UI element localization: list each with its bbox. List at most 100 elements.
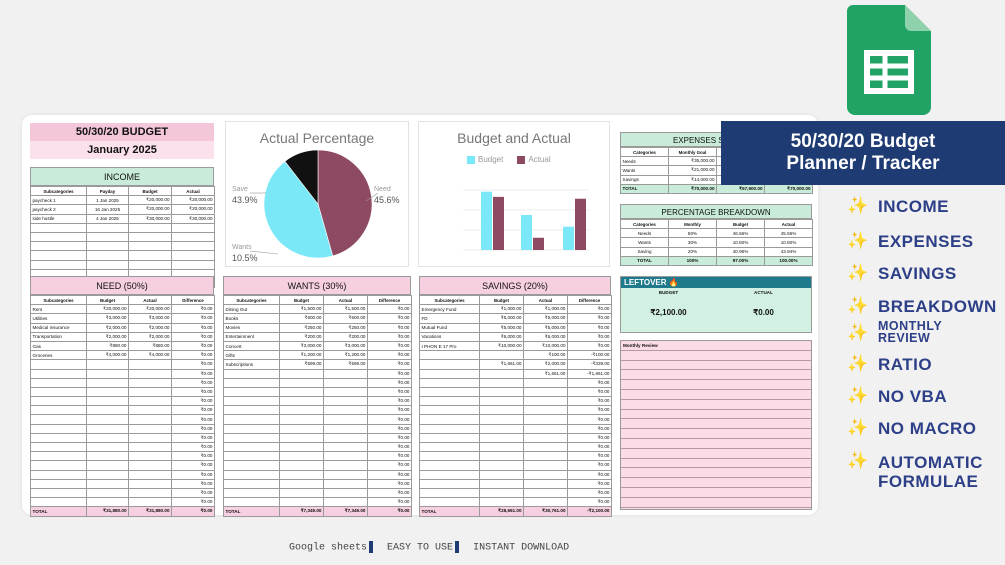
table-cell[interactable]: paycheck 2	[30, 204, 87, 215]
table-cell[interactable]	[30, 231, 87, 243]
table-cell[interactable]	[279, 451, 324, 462]
table-cell[interactable]: ₹0.00	[567, 497, 612, 508]
table-cell[interactable]	[128, 241, 172, 252]
table-cell[interactable]: ₹0.00	[567, 313, 612, 324]
table-cell[interactable]	[128, 432, 172, 444]
table-cell[interactable]	[479, 487, 524, 499]
table-cell[interactable]: ₹0.00	[171, 304, 215, 315]
table-cell[interactable]: ₹0.00	[367, 405, 412, 416]
table-cell[interactable]: 40.96%	[716, 246, 765, 257]
table-cell[interactable]	[323, 469, 368, 480]
table-cell[interactable]: ₹0.00	[567, 423, 612, 434]
table-cell[interactable]: ₹6,000.00	[523, 331, 568, 342]
table-cell[interactable]: ₹0.00	[171, 441, 215, 453]
table-cell[interactable]: ₹0.00	[367, 377, 412, 388]
table-cell[interactable]: 100%	[668, 255, 717, 266]
table-cell[interactable]: FD	[419, 313, 480, 324]
table-cell[interactable]	[30, 497, 87, 508]
table-cell[interactable]	[523, 469, 568, 480]
table-cell[interactable]: ₹0.00	[567, 322, 612, 333]
table-cell[interactable]: ₹35,000.00	[668, 156, 717, 167]
table-cell[interactable]: 4 Jan 2025	[86, 213, 129, 224]
table-cell[interactable]: ₹100.00	[523, 350, 568, 361]
table-cell[interactable]	[523, 386, 568, 398]
table-cell[interactable]: ₹5,000.00	[523, 322, 568, 333]
table-cell[interactable]: Books	[223, 313, 280, 324]
table-cell[interactable]	[323, 441, 368, 453]
table-cell[interactable]	[323, 497, 368, 508]
table-cell[interactable]: ₹600.00	[323, 313, 368, 324]
table-cell[interactable]: ₹200.00	[279, 331, 324, 342]
table-cell[interactable]	[419, 460, 480, 471]
table-cell[interactable]	[30, 451, 87, 462]
table-cell[interactable]	[479, 451, 524, 462]
table-cell[interactable]	[279, 478, 324, 489]
review-line[interactable]	[621, 370, 811, 381]
table-cell[interactable]	[279, 423, 324, 434]
table-cell[interactable]	[223, 469, 280, 480]
table-cell[interactable]	[419, 451, 480, 462]
table-cell[interactable]: ₹0.00	[567, 377, 612, 388]
table-cell[interactable]: ₹2,000.00	[523, 359, 568, 370]
table-cell[interactable]	[323, 368, 368, 379]
table-cell[interactable]: Concert	[223, 340, 280, 352]
table-cell[interactable]: ₹0.00	[567, 478, 612, 489]
table-cell[interactable]: ₹0.00	[567, 340, 612, 352]
table-cell[interactable]	[419, 377, 480, 388]
table-cell[interactable]	[419, 469, 480, 480]
table-cell[interactable]: ₹31,880.00	[86, 506, 129, 517]
table-cell[interactable]: ₹5,000.00	[523, 313, 568, 324]
table-cell[interactable]: I PHON E 17 Pro	[419, 340, 480, 352]
table-cell[interactable]: ₹0.00	[367, 359, 412, 370]
table-cell[interactable]: -₹2,100.00	[567, 506, 612, 517]
table-cell[interactable]	[279, 487, 324, 499]
table-cell[interactable]: 20%	[668, 246, 717, 257]
table-cell[interactable]: ₹0.00	[367, 322, 412, 333]
table-cell[interactable]: ₹21,000.00	[668, 165, 717, 176]
table-cell[interactable]	[419, 432, 480, 444]
table-cell[interactable]: ₹0.00	[367, 386, 412, 398]
table-cell[interactable]: ₹1,500.00	[279, 304, 324, 315]
table-cell[interactable]: ₹0.00	[567, 396, 612, 407]
table-cell[interactable]: ₹0.00	[171, 432, 215, 444]
table-cell[interactable]	[128, 405, 172, 416]
table-cell[interactable]: Monthly	[668, 218, 717, 230]
table-cell[interactable]: Vacations	[419, 331, 480, 342]
table-cell[interactable]	[419, 441, 480, 453]
table-cell[interactable]: ₹0.00	[367, 313, 412, 324]
table-cell[interactable]: ₹4,000.00	[86, 350, 129, 361]
table-cell[interactable]: Budget	[479, 294, 524, 306]
table-cell[interactable]	[128, 386, 172, 398]
table-cell[interactable]	[279, 368, 324, 379]
table-cell[interactable]: Monthly Goal	[668, 146, 717, 158]
table-cell[interactable]	[323, 423, 368, 434]
table-cell[interactable]: ₹0.00	[367, 478, 412, 489]
table-cell[interactable]: ₹880.00	[128, 340, 172, 352]
table-cell[interactable]: ₹5,000.00	[479, 322, 524, 333]
table-cell[interactable]: Emergency Fund	[419, 304, 480, 315]
table-cell[interactable]	[223, 396, 280, 407]
table-cell[interactable]	[479, 405, 524, 416]
table-cell[interactable]	[128, 231, 172, 243]
table-cell[interactable]	[279, 405, 324, 416]
table-cell[interactable]: Categories	[620, 218, 669, 230]
review-line[interactable]	[621, 419, 811, 430]
table-cell[interactable]: ₹30,000.00	[171, 213, 215, 224]
table-cell[interactable]: ₹0.00	[367, 497, 412, 508]
table-cell[interactable]	[419, 423, 480, 434]
table-cell[interactable]	[86, 368, 129, 379]
table-cell[interactable]	[128, 359, 172, 370]
table-cell[interactable]	[86, 396, 129, 407]
table-cell[interactable]: ₹31,880.00	[128, 506, 172, 517]
table-cell[interactable]: ₹0.00	[367, 432, 412, 444]
table-cell[interactable]	[30, 423, 87, 434]
table-cell[interactable]: ₹14,000.00	[668, 174, 717, 185]
table-cell[interactable]: ₹10,000.00	[479, 340, 524, 352]
table-cell[interactable]: ₹599.00	[279, 359, 324, 370]
review-line[interactable]	[621, 439, 811, 449]
table-cell[interactable]	[128, 368, 172, 379]
review-line[interactable]	[621, 478, 811, 488]
table-cell[interactable]	[419, 359, 480, 370]
table-cell[interactable]: Actual	[764, 218, 813, 230]
table-cell[interactable]: ₹1,661.00	[479, 359, 524, 370]
